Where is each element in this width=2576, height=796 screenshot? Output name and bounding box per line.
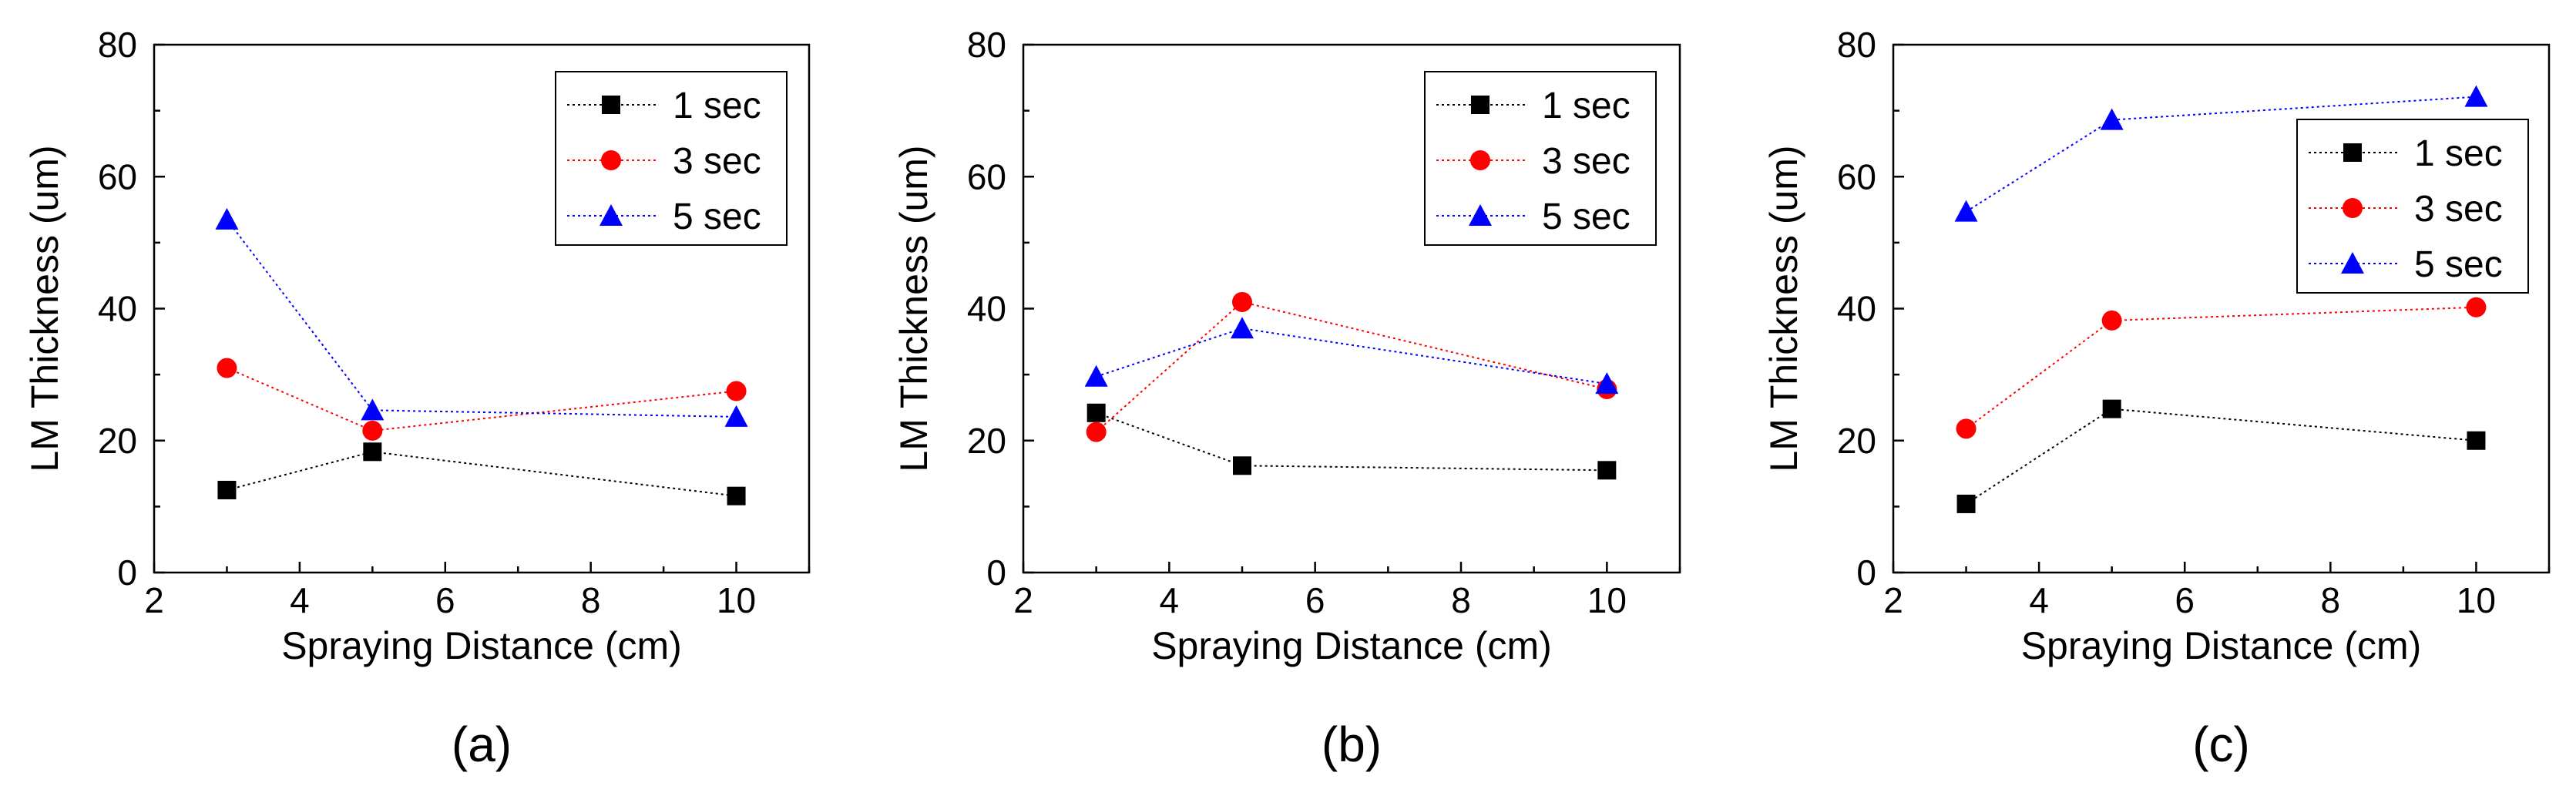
- x-tick-label: 6: [1305, 580, 1325, 620]
- series-line-1-sec: [227, 451, 737, 497]
- panel-label: (b): [1322, 717, 1382, 772]
- legend-label: 3 sec: [1542, 141, 1631, 182]
- data-point-1-sec: [2102, 399, 2121, 418]
- y-tick-label: 0: [117, 552, 137, 593]
- legend-marker: [602, 96, 620, 114]
- panel-a: 2 4 6 8 10 0 20 40 60 80 Spraying Distance (cm) LM …: [23, 25, 811, 772]
- legend-marker: [2343, 198, 2363, 218]
- data-point-3-sec: [2466, 297, 2487, 317]
- legend-label: 1 sec: [2414, 133, 2503, 174]
- y-tick-label: 40: [967, 289, 1006, 329]
- y-tick-label: 20: [1837, 421, 1876, 461]
- data-point-1-sec: [1597, 461, 1617, 480]
- legend-marker: [1471, 96, 1490, 114]
- series-line-3-sec: [1965, 306, 2477, 430]
- y-tick-label: 60: [98, 156, 137, 196]
- series-line-5-sec: [1966, 96, 2477, 213]
- data-point-5-sec: [1954, 200, 1978, 222]
- legend-label: 3 sec: [2414, 189, 2503, 230]
- series-line-3-sec: [1096, 301, 1607, 433]
- data-point-3-sec: [217, 358, 237, 378]
- legend-label: 1 sec: [1542, 86, 1631, 126]
- legend-marker: [599, 204, 623, 226]
- y-tick-label: 80: [967, 25, 1006, 65]
- series-line-5-sec: [226, 219, 737, 418]
- series-line-5-sec: [1096, 327, 1607, 385]
- x-tick-label: 8: [581, 580, 601, 620]
- legend-label: 5 sec: [673, 196, 761, 237]
- data-point-5-sec: [2464, 85, 2488, 107]
- panel-b: 2 4 6 8 10 0 20 40 60 80 Spraying Distance (cm) LM …: [892, 25, 1681, 772]
- x-tick-label: 4: [290, 580, 310, 620]
- legend-marker: [2341, 252, 2364, 274]
- y-tick-label: 40: [1837, 289, 1876, 329]
- legend-label: 5 sec: [1542, 196, 1631, 237]
- y-tick-label: 0: [986, 552, 1006, 593]
- legend: 1 sec 3 sec 5 sec: [555, 71, 788, 246]
- x-tick-label: 6: [2175, 580, 2195, 620]
- y-tick-label: 60: [1837, 156, 1876, 196]
- y-tick-label: 20: [98, 421, 137, 461]
- data-point-5-sec: [1231, 317, 1254, 339]
- data-point-3-sec: [362, 420, 383, 441]
- legend-label: 1 sec: [673, 86, 761, 126]
- series-line-1-sec: [1096, 411, 1607, 472]
- y-tick-label: 40: [98, 289, 137, 329]
- series-line-3-sec: [227, 367, 737, 432]
- x-tick-label: 6: [435, 580, 455, 620]
- data-point-5-sec: [2100, 108, 2124, 130]
- data-point-5-sec: [361, 398, 385, 421]
- y-tick-label: 80: [98, 25, 137, 65]
- x-tick-label: 8: [1451, 580, 1471, 620]
- data-point-3-sec: [1956, 418, 1977, 439]
- x-tick-label: 4: [2029, 580, 2049, 620]
- x-tick-label: 2: [144, 580, 164, 620]
- x-tick-label: 8: [2321, 580, 2341, 620]
- data-point-5-sec: [1084, 364, 1108, 387]
- legend: 1 sec 3 sec 5 sec: [2296, 119, 2529, 294]
- data-point-1-sec: [2467, 431, 2486, 450]
- data-point-1-sec: [727, 486, 746, 505]
- x-axis-label: Spraying Distance (cm): [281, 624, 682, 667]
- panel-c: 2 4 6 8 10 0 20 40 60 80 Spraying Distance (cm) LM …: [1762, 25, 2551, 772]
- y-tick-label: 20: [967, 421, 1006, 461]
- data-point-1-sec: [1956, 494, 1976, 513]
- data-point-5-sec: [1595, 372, 1619, 395]
- x-axis-label: Spraying Distance (cm): [2021, 624, 2422, 667]
- x-tick-label: 2: [1013, 580, 1033, 620]
- legend-marker: [601, 150, 621, 170]
- y-axis-label: LM Thickness (um): [1762, 145, 1805, 472]
- x-tick-label: 4: [1160, 580, 1180, 620]
- panel-label: (a): [452, 717, 512, 772]
- data-point-1-sec: [1233, 456, 1251, 475]
- data-point-1-sec: [363, 442, 382, 462]
- y-tick-label: 0: [1856, 552, 1876, 593]
- data-point-5-sec: [724, 405, 748, 427]
- panel-label: (c): [2192, 717, 2250, 772]
- legend-marker: [1470, 150, 1490, 170]
- legend-label: 3 sec: [673, 141, 761, 182]
- legend-marker: [2343, 143, 2362, 162]
- x-tick-label: 10: [1587, 580, 1627, 620]
- x-tick-label: 10: [2457, 580, 2496, 620]
- y-tick-label: 80: [1837, 25, 1876, 65]
- series-line-1-sec: [1966, 408, 2477, 505]
- legend-marker: [1469, 204, 1492, 226]
- y-axis-label: LM Thickness (um): [23, 145, 66, 472]
- legend-label: 5 sec: [2414, 244, 2503, 285]
- data-point-5-sec: [215, 207, 239, 230]
- x-tick-label: 2: [1883, 580, 1903, 620]
- x-axis-label: Spraying Distance (cm): [1151, 624, 1552, 667]
- legend: 1 sec 3 sec 5 sec: [1424, 71, 1657, 246]
- data-point-3-sec: [1232, 291, 1252, 312]
- x-tick-label: 10: [717, 580, 756, 620]
- data-point-1-sec: [1086, 403, 1106, 422]
- data-point-3-sec: [1086, 422, 1107, 442]
- y-tick-label: 60: [967, 156, 1006, 196]
- data-point-3-sec: [726, 381, 747, 401]
- y-axis-label: LM Thickness (um): [892, 145, 935, 472]
- data-point-3-sec: [2101, 310, 2122, 331]
- data-point-1-sec: [217, 480, 237, 499]
